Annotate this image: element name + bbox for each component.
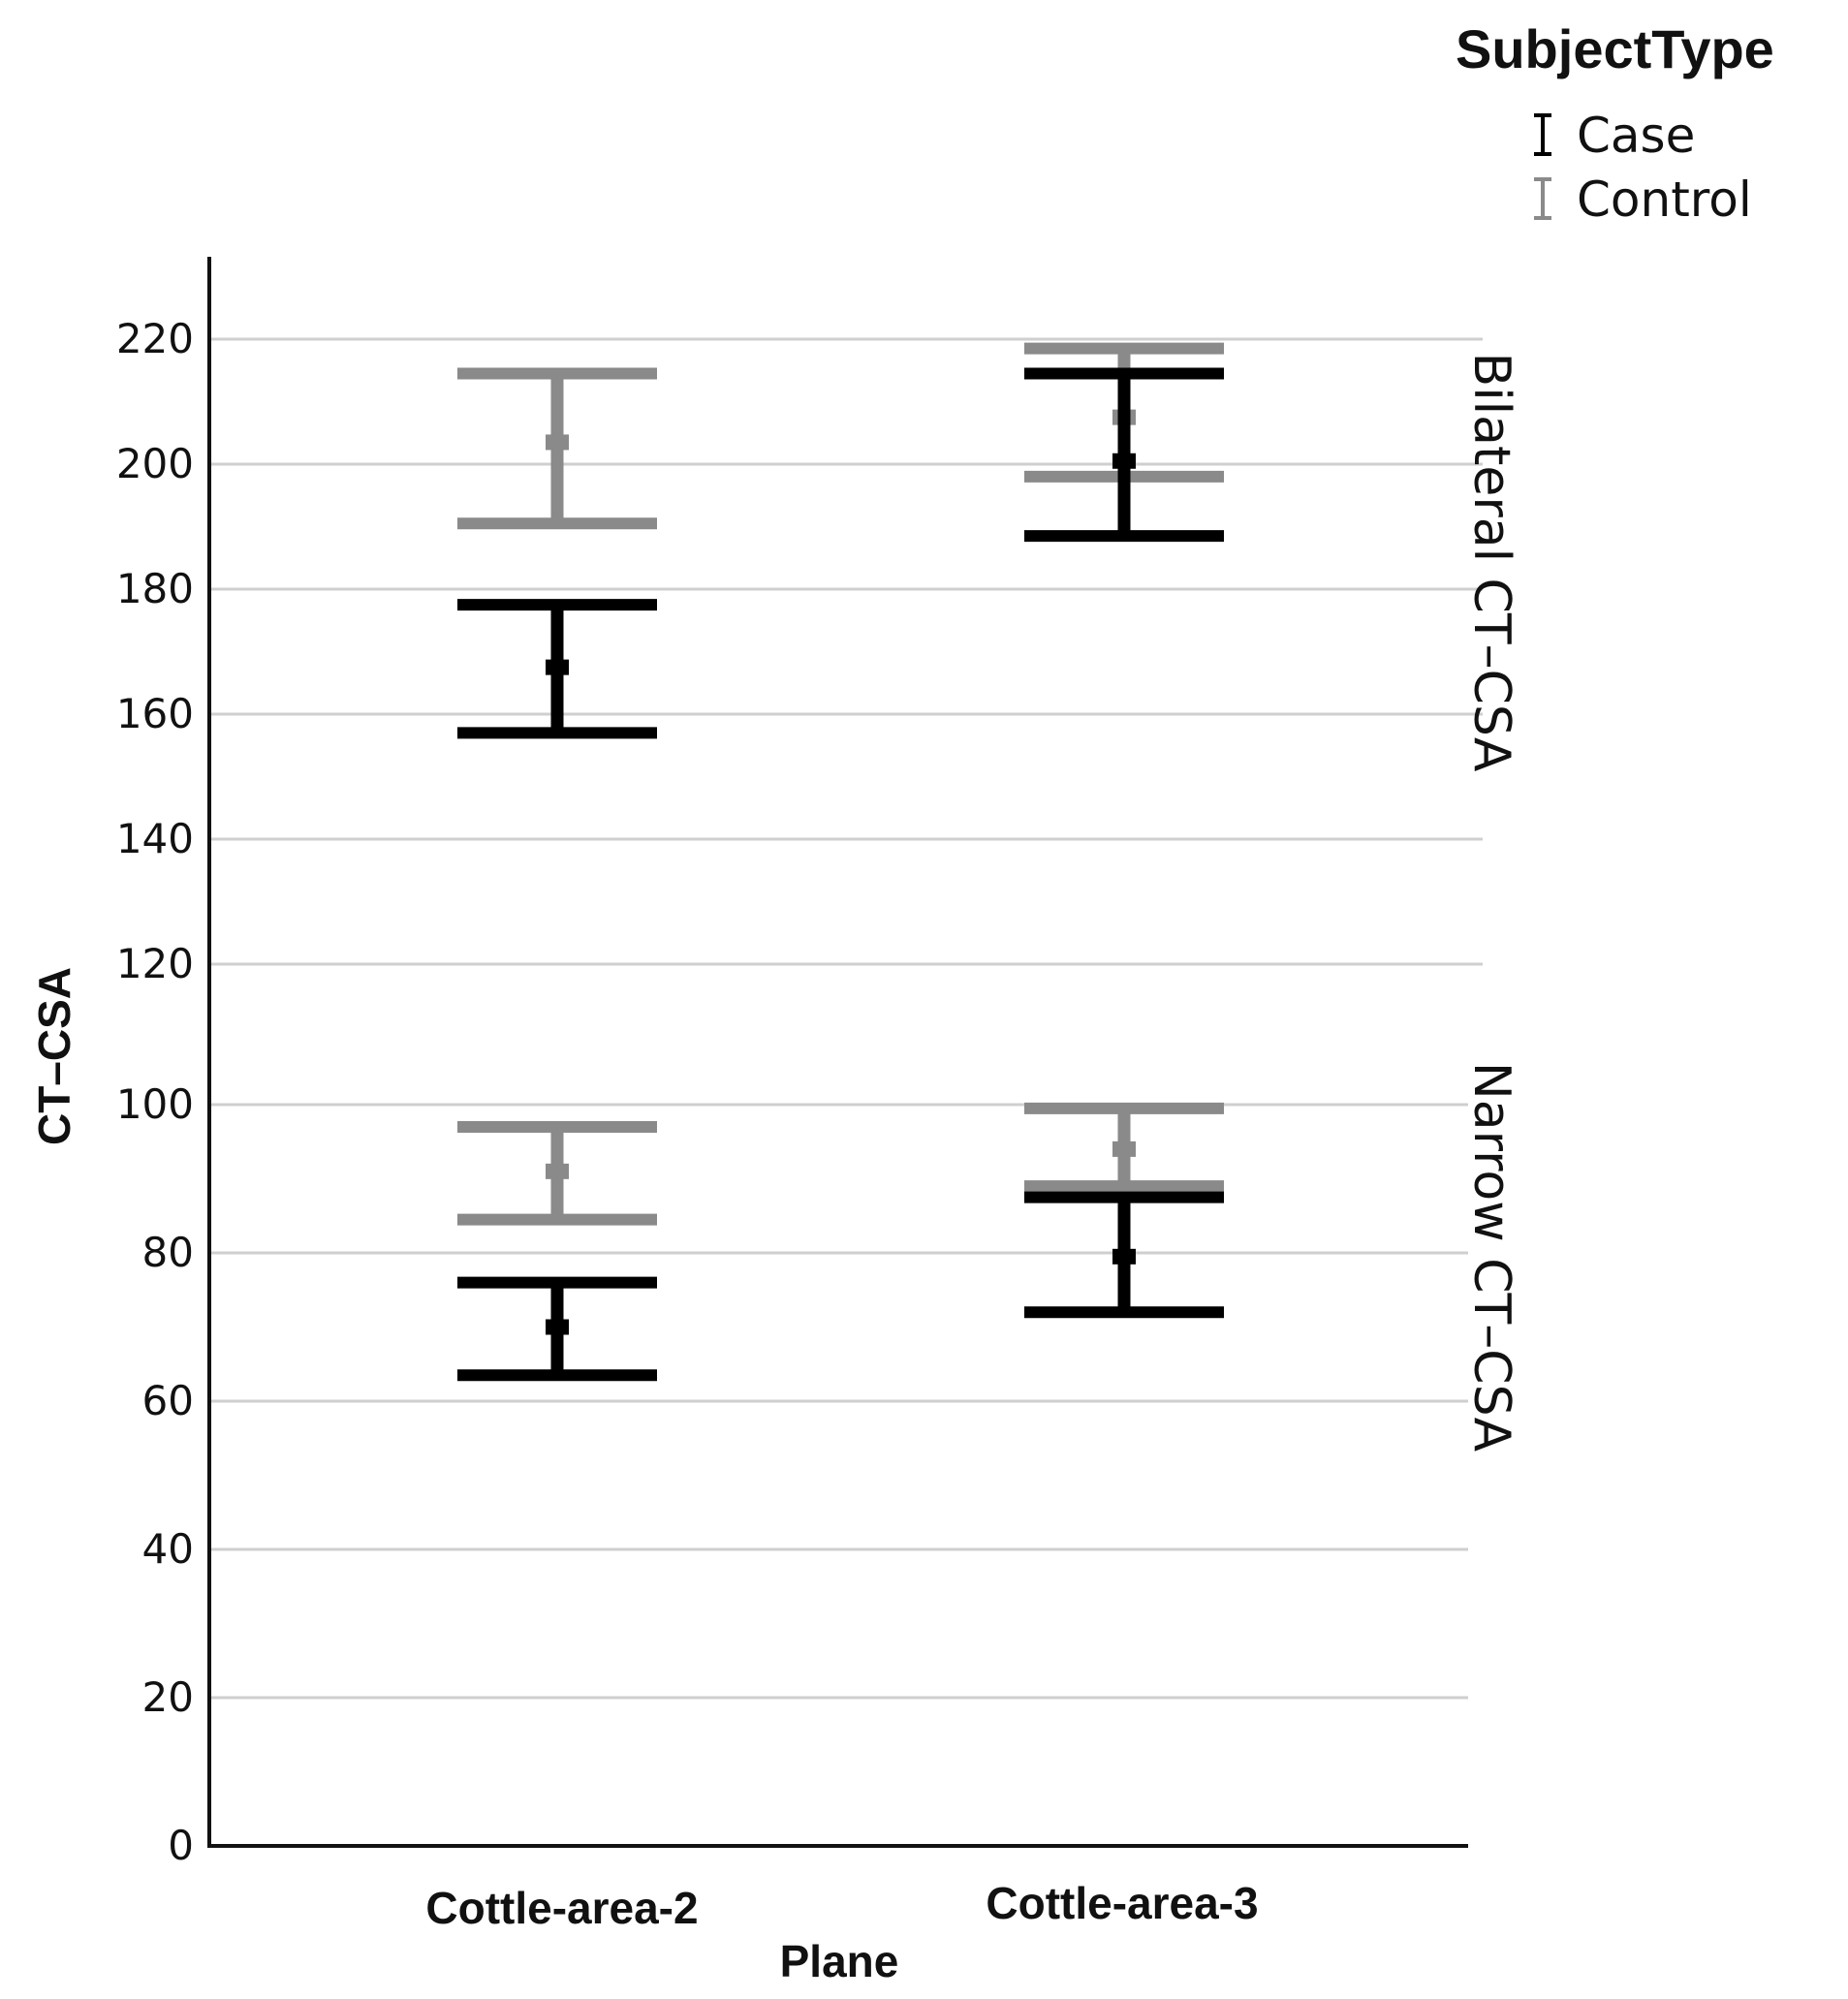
y-tick-label-0-160: 160 <box>116 690 194 737</box>
y-tick-label-1-20: 20 <box>142 1673 194 1721</box>
y-tick-label-0-180: 180 <box>116 565 194 612</box>
mean-marker-p1-control-c0 <box>546 1163 569 1179</box>
legend-control-icon <box>1534 177 1551 220</box>
y-tick-labels: 120 140 160 180 200 220 0 20 40 60 80 100 <box>116 315 194 1869</box>
gridlines <box>211 337 1483 1700</box>
y-tick-label-0-200: 200 <box>116 440 194 487</box>
mean-marker-p1-case-c1 <box>1112 1248 1136 1265</box>
mean-marker-p0-case-c1 <box>1112 453 1136 469</box>
mean-marker-p1-control-c1 <box>1112 1140 1136 1157</box>
legend-label-case: Case <box>1577 108 1695 164</box>
mean-marker-p0-case-c0 <box>546 659 569 675</box>
y-tick-label-1-80: 80 <box>142 1229 194 1276</box>
legend: SubjectType Case Control <box>1456 18 1774 228</box>
mean-marker-p1-case-c0 <box>546 1319 569 1335</box>
legend-label-control: Control <box>1577 172 1752 228</box>
legend-case-icon <box>1534 113 1551 156</box>
mean-marker-p0-control-c0 <box>546 434 569 451</box>
y-tick-label-0-220: 220 <box>116 315 194 362</box>
x-axis-title: Plane <box>780 1936 899 1986</box>
y-tick-label-1-0: 0 <box>168 1822 194 1869</box>
y-tick-label-1-40: 40 <box>142 1525 194 1573</box>
panel-label-narrow: Narrow CT–CSA <box>1462 1062 1520 1452</box>
y-axis-title: CT–CSA <box>29 967 79 1145</box>
panel-label-bilateral: Bilateral CT–CSA <box>1462 353 1520 772</box>
y-tick-label-0-140: 140 <box>116 815 194 862</box>
error-bars <box>457 342 1224 1382</box>
y-tick-label-1-100: 100 <box>116 1080 194 1128</box>
x-category-label-0: Cottle-area-2 <box>425 1883 698 1933</box>
legend-title: SubjectType <box>1456 18 1774 79</box>
y-tick-label-1-60: 60 <box>142 1377 194 1424</box>
y-tick-label-0-120: 120 <box>116 940 194 987</box>
x-category-label-1: Cottle-area-3 <box>986 1878 1258 1928</box>
